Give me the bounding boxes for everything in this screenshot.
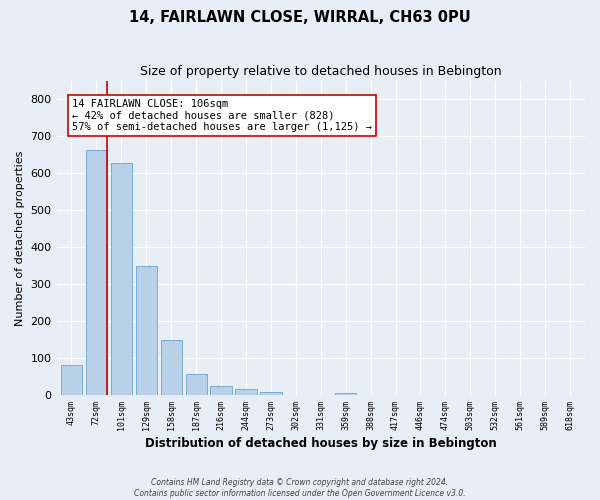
X-axis label: Distribution of detached houses by size in Bebington: Distribution of detached houses by size …: [145, 437, 497, 450]
Y-axis label: Number of detached properties: Number of detached properties: [15, 150, 25, 326]
Bar: [61, 365, 82, 395]
Bar: [86, 150, 107, 395]
Bar: [260, 392, 281, 395]
Bar: [161, 340, 182, 395]
Bar: [185, 374, 207, 395]
Bar: [136, 266, 157, 395]
Text: 14, FAIRLAWN CLOSE, WIRRAL, CH63 0PU: 14, FAIRLAWN CLOSE, WIRRAL, CH63 0PU: [129, 10, 471, 25]
Title: Size of property relative to detached houses in Bebington: Size of property relative to detached ho…: [140, 65, 502, 78]
Bar: [111, 162, 132, 395]
Bar: [211, 386, 232, 395]
Text: 14 FAIRLAWN CLOSE: 106sqm
← 42% of detached houses are smaller (828)
57% of semi: 14 FAIRLAWN CLOSE: 106sqm ← 42% of detac…: [72, 99, 372, 132]
Bar: [335, 392, 356, 395]
Text: Contains HM Land Registry data © Crown copyright and database right 2024.
Contai: Contains HM Land Registry data © Crown c…: [134, 478, 466, 498]
Bar: [235, 388, 257, 395]
